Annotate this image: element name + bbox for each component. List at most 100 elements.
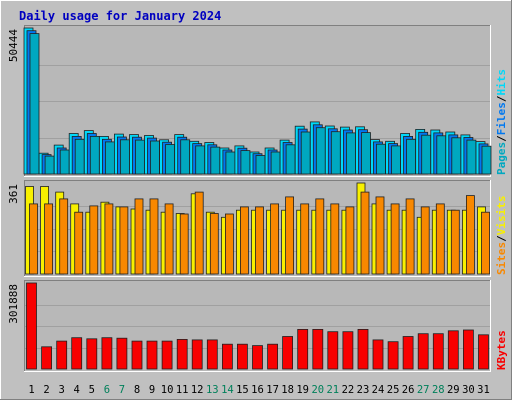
bar-sites-day-17 bbox=[270, 203, 280, 275]
bar-pages-day-18 bbox=[285, 144, 296, 175]
bar-sites-day-23 bbox=[360, 191, 370, 275]
bar-kbytes-day-25 bbox=[387, 341, 399, 370]
x-label-day-4: 4 bbox=[74, 384, 80, 396]
bar-kbytes-day-5 bbox=[86, 338, 98, 370]
bar-pages-day-25 bbox=[391, 145, 402, 175]
bar-kbytes-day-21 bbox=[327, 331, 339, 370]
bar-sites-day-11 bbox=[179, 213, 189, 275]
x-label-day-23: 23 bbox=[357, 384, 370, 396]
x-label-day-13: 13 bbox=[206, 384, 219, 396]
bar-kbytes-day-31 bbox=[478, 334, 489, 370]
bar-pages-day-4 bbox=[74, 138, 85, 175]
x-label-day-26: 26 bbox=[402, 384, 415, 396]
x-label-day-21: 21 bbox=[326, 384, 339, 396]
bar-pages-day-10 bbox=[165, 144, 176, 175]
legend-separator: / bbox=[495, 95, 508, 102]
bar-sites-day-31 bbox=[481, 211, 490, 275]
bar-pages-day-15 bbox=[240, 150, 251, 175]
bar-kbytes-day-11 bbox=[176, 338, 188, 370]
x-label-day-11: 11 bbox=[176, 384, 189, 396]
x-label-day-18: 18 bbox=[281, 384, 294, 396]
bar-pages-day-9 bbox=[150, 140, 160, 175]
legend-entry-kbytes: KBytes bbox=[495, 330, 508, 370]
x-label-day-19: 19 bbox=[296, 384, 309, 396]
bar-sites-day-12 bbox=[194, 191, 204, 275]
bar-kbytes-day-1 bbox=[26, 282, 37, 370]
panel-kbytes: 301888 KBytes bbox=[7, 280, 508, 372]
bar-kbytes-day-30 bbox=[462, 329, 474, 370]
bar-pages-day-20 bbox=[315, 127, 326, 175]
bar-sites-day-1 bbox=[29, 203, 38, 275]
bar-kbytes-day-17 bbox=[267, 343, 279, 370]
bar-sites-day-9 bbox=[149, 198, 159, 275]
bar-sites-day-4 bbox=[74, 211, 84, 275]
bar-kbytes-day-27 bbox=[417, 333, 429, 370]
bar-pages-day-3 bbox=[59, 149, 70, 175]
x-label-day-2: 2 bbox=[43, 384, 49, 396]
bar-pages-day-31 bbox=[481, 145, 492, 175]
bar-pages-day-30 bbox=[466, 139, 477, 175]
legend-entry-visits: Visits bbox=[495, 196, 508, 236]
bar-pages-day-12 bbox=[195, 145, 206, 175]
x-label-day-28: 28 bbox=[432, 384, 445, 396]
bar-sites-day-15 bbox=[239, 206, 249, 275]
bar-sites-day-26 bbox=[405, 198, 415, 275]
bar-kbytes-day-26 bbox=[402, 336, 414, 370]
bar-pages-day-22 bbox=[345, 132, 356, 175]
bar-pages-day-11 bbox=[180, 139, 191, 175]
x-label-day-27: 27 bbox=[417, 384, 430, 396]
bar-pages-day-8 bbox=[135, 139, 145, 175]
bar-sites-day-13 bbox=[209, 213, 219, 275]
bar-kbytes-day-9 bbox=[146, 340, 158, 370]
y-axis-max-label: 301888 bbox=[7, 284, 20, 324]
bar-sites-day-24 bbox=[375, 196, 385, 275]
bar-sites-day-16 bbox=[255, 206, 264, 275]
chart-title: Daily usage for January 2024 bbox=[19, 9, 221, 23]
bar-pages-day-21 bbox=[330, 131, 341, 175]
bar-sites-day-3 bbox=[59, 198, 69, 275]
bar-kbytes-day-13 bbox=[206, 339, 218, 370]
bar-sites-day-18 bbox=[285, 196, 295, 275]
bar-kbytes-day-4 bbox=[71, 337, 83, 370]
bar-pages-day-13 bbox=[210, 146, 221, 175]
bar-sites-day-25 bbox=[390, 203, 400, 275]
bar-pages-day-2 bbox=[44, 155, 55, 175]
bar-pages-day-26 bbox=[406, 138, 417, 175]
x-label-day-16: 16 bbox=[251, 384, 264, 396]
bar-kbytes-day-28 bbox=[432, 333, 444, 370]
x-label-day-22: 22 bbox=[342, 384, 355, 396]
bar-pages-day-14 bbox=[225, 151, 236, 175]
x-label-day-29: 29 bbox=[447, 384, 460, 396]
x-label-day-5: 5 bbox=[89, 384, 95, 396]
bar-pages-day-27 bbox=[421, 134, 432, 175]
bar-pages-day-17 bbox=[270, 151, 281, 175]
x-label-day-10: 10 bbox=[161, 384, 174, 396]
legend-separator: / bbox=[495, 235, 508, 242]
bar-kbytes-day-6 bbox=[101, 337, 113, 370]
bar-sites-day-14 bbox=[224, 213, 234, 275]
bar-kbytes-day-23 bbox=[357, 328, 369, 370]
bar-sites-day-19 bbox=[300, 203, 310, 275]
x-label-day-14: 14 bbox=[221, 384, 234, 396]
y-axis-max-label: 361 bbox=[7, 184, 20, 204]
bar-kbytes-day-15 bbox=[236, 343, 248, 370]
chart-panels: 50444Pages/Files/Hits361Sites/Visits3018… bbox=[7, 25, 508, 372]
bar-sites-day-2 bbox=[44, 203, 53, 275]
bar-sites-day-30 bbox=[465, 195, 475, 275]
bar-kbytes-day-16 bbox=[252, 345, 263, 370]
x-label-day-15: 15 bbox=[236, 384, 249, 396]
bar-sites-day-10 bbox=[164, 203, 174, 275]
bar-sites-day-20 bbox=[315, 198, 325, 275]
bar-pages-day-28 bbox=[436, 135, 447, 175]
x-label-day-3: 3 bbox=[59, 384, 65, 396]
y-axis-max-label: 50444 bbox=[7, 29, 20, 62]
legend-entry-sites: Sites bbox=[495, 242, 508, 275]
bar-pages-day-24 bbox=[376, 143, 386, 175]
bar-sites-day-22 bbox=[345, 206, 355, 275]
bar-kbytes-day-2 bbox=[41, 346, 52, 370]
legend-entry-pages: Pages bbox=[495, 142, 508, 175]
bar-kbytes-day-24 bbox=[372, 339, 384, 370]
bar-kbytes-day-22 bbox=[342, 331, 354, 370]
